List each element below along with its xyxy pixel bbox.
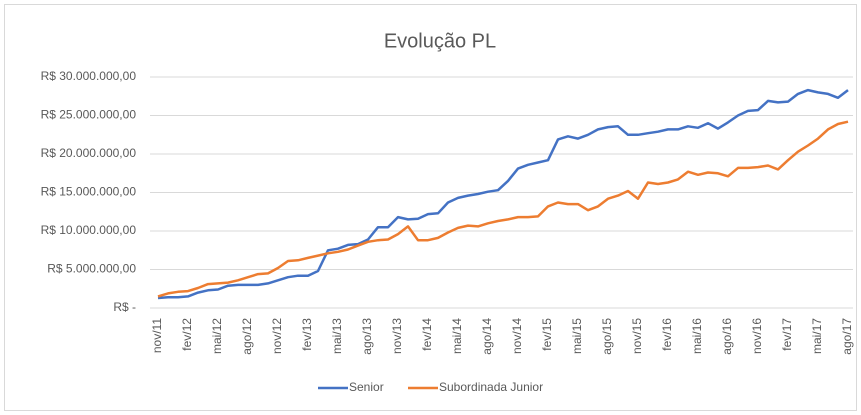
x-tick-label: nov/16 [750,318,764,354]
x-tick-label: mai/12 [210,318,224,354]
y-tick-label: R$ 25.000.000,00 [41,108,137,122]
chart-title: Evolução PL [384,30,496,52]
x-tick-label: fev/14 [420,318,434,351]
y-tick-label: R$ 10.000.000,00 [41,223,137,237]
x-tick-label: ago/13 [360,318,374,355]
x-tick-label: mai/17 [810,318,824,354]
x-tick-label: fev/12 [180,318,194,351]
y-tick-label: R$ 20.000.000,00 [41,146,137,160]
x-tick-label: mai/13 [330,318,344,354]
chart-border [4,4,857,411]
y-tick-label: R$ 15.000.000,00 [41,185,137,199]
x-tick-label: nov/15 [630,318,644,354]
x-tick-label: fev/17 [780,318,794,351]
x-tick-label: fev/15 [540,318,554,351]
x-tick-label: fev/16 [660,318,674,351]
x-tick-label: mai/16 [690,318,704,354]
x-tick-label: nov/11 [150,318,164,353]
x-tick-label: ago/15 [600,318,614,355]
x-tick-label: mai/15 [570,318,584,354]
x-tick-label: ago/14 [480,318,494,355]
x-tick-label: ago/12 [240,318,254,355]
series-line [157,120,849,298]
x-tick-label: nov/13 [390,318,404,354]
x-tick-label: nov/12 [270,318,284,354]
legend-label: Senior [349,380,384,394]
x-tick-label: nov/14 [510,318,524,354]
x-tick-label: ago/16 [720,318,734,355]
y-tick-label: R$ 5.000.000,00 [47,262,136,276]
series-line [157,88,849,300]
x-tick-label: fev/13 [300,318,314,351]
x-tick-label: ago/17 [840,318,854,355]
x-tick-label: mai/14 [450,318,464,354]
legend-label: Subordinada Junior [439,380,543,394]
y-tick-label: R$ - [113,300,136,314]
y-tick-label: R$ 30.000.000,00 [41,69,137,83]
